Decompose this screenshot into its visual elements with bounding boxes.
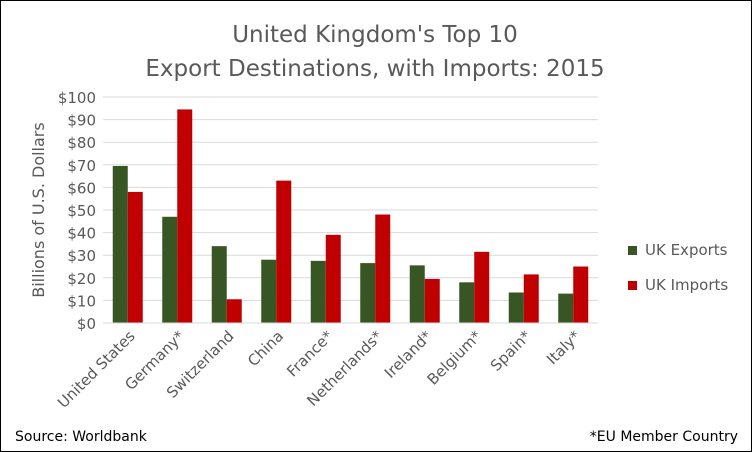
bar-imports [177, 109, 193, 324]
y-tick-label: $0 [77, 315, 96, 333]
bar-exports [459, 282, 475, 323]
y-tick-label: $90 [67, 112, 96, 130]
bar-exports [162, 216, 178, 323]
bar-exports [261, 259, 277, 323]
y-tick-label: $100 [58, 89, 96, 107]
bar-exports [409, 265, 425, 323]
y-tick-label: $80 [67, 134, 96, 152]
y-tick-label: $50 [67, 202, 96, 220]
bar-exports [112, 165, 128, 323]
bar-imports [127, 191, 143, 323]
y-tick-label: $20 [67, 270, 96, 288]
bar-exports [508, 292, 524, 323]
bar-imports [523, 274, 539, 323]
x-tick-label: Spain* [487, 327, 535, 375]
bar-imports [325, 234, 341, 323]
x-tick-label: China [244, 327, 287, 370]
bar-exports [360, 263, 376, 323]
bar-exports [310, 260, 326, 323]
legend-swatch [628, 246, 637, 255]
bar-imports [573, 266, 589, 323]
y-tick-label: $40 [67, 225, 96, 243]
y-tick-label: $30 [67, 247, 96, 265]
y-tick-label: $70 [67, 157, 96, 175]
legend-label: UK Exports [645, 241, 728, 259]
source-note: Source: Worldbank [15, 429, 147, 445]
bar-exports [558, 293, 574, 323]
y-tick-label: $60 [67, 179, 96, 197]
bar-imports [424, 278, 440, 323]
x-tick-label: Belgium* [424, 327, 486, 389]
bar-exports [211, 246, 227, 323]
y-axis-label: Billions of U.S. Dollars [29, 122, 48, 297]
x-tick-label: United States [54, 327, 139, 412]
chart-title-line-1: United Kingdom's Top 10 [232, 22, 518, 48]
footnote: *EU Member Country [589, 429, 738, 445]
y-tick-label: $10 [67, 292, 96, 310]
bar-imports [375, 214, 391, 323]
chart-title-line-2: Export Destinations, with Imports: 2015 [145, 56, 605, 82]
bar-imports [474, 251, 490, 323]
chart-title: United Kingdom's Top 10 Export Destinati… [0, 18, 750, 86]
bar-imports [226, 299, 242, 323]
legend-swatch [628, 281, 637, 290]
legend-label: UK Imports [645, 276, 728, 294]
x-tick-label: Italy* [543, 327, 584, 368]
bar-imports [276, 180, 292, 323]
